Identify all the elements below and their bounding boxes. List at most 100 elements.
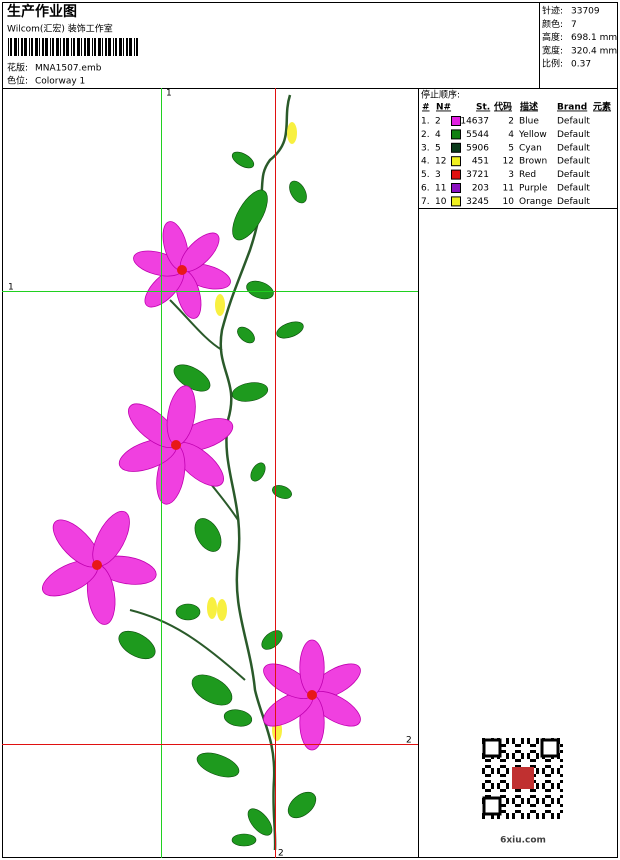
qr-module — [557, 798, 560, 801]
bud — [287, 122, 297, 144]
qr-logo — [512, 767, 534, 789]
qr-module — [503, 795, 506, 798]
leaf — [231, 151, 255, 169]
qr-module — [527, 798, 530, 801]
qr-module — [533, 804, 536, 807]
qr-module — [545, 810, 548, 813]
row-brand: Default — [557, 197, 590, 207]
qr-module — [557, 816, 560, 819]
qr-module — [542, 798, 545, 801]
barcode-bar — [45, 38, 48, 56]
qr-module — [503, 774, 506, 777]
stat-value: 7 — [571, 20, 577, 30]
qr-module — [491, 783, 494, 786]
qr-module — [506, 756, 509, 759]
stat-label: 针迹: — [542, 5, 563, 17]
row-index: 1. — [421, 117, 430, 127]
leaf — [231, 382, 269, 402]
qr-module — [515, 750, 518, 753]
row-code: 2 — [508, 117, 514, 127]
row-brand: Default — [557, 157, 590, 167]
color-swatch — [451, 183, 461, 193]
qr-module — [527, 813, 530, 816]
barcode-bar — [108, 38, 111, 56]
qr-module — [515, 744, 518, 747]
qr-module — [530, 765, 533, 768]
qr-module — [521, 738, 524, 741]
row-description: Brown — [519, 157, 547, 167]
row-needle: 10 — [435, 197, 447, 207]
guide-label: 2 — [406, 736, 412, 746]
qr-module — [503, 750, 506, 753]
column-header: 描述 — [520, 101, 538, 113]
row-needle: 12 — [435, 157, 446, 167]
barcode-bar — [14, 38, 17, 56]
leaf — [191, 674, 233, 706]
leaf — [287, 791, 317, 819]
qr-module — [527, 741, 530, 744]
qr-module — [560, 780, 563, 783]
qr-module — [560, 789, 563, 792]
qr-module — [545, 795, 548, 798]
qr-module — [482, 768, 485, 771]
row-index: 4. — [421, 157, 430, 167]
qr-module — [533, 765, 536, 768]
row-description: Purple — [519, 184, 548, 194]
qr-module — [485, 774, 488, 777]
barcode-bar — [102, 38, 103, 56]
qr-module — [560, 810, 563, 813]
row-description: Blue — [519, 117, 539, 127]
qr-module — [542, 783, 545, 786]
qr-module — [497, 783, 500, 786]
row-brand: Default — [557, 170, 590, 180]
qr-module — [506, 813, 509, 816]
qr-module — [527, 738, 530, 741]
qr-module — [548, 789, 551, 792]
qr-module — [512, 741, 515, 744]
qr-module — [503, 810, 506, 813]
qr-module — [500, 774, 503, 777]
row-description: Yellow — [518, 130, 547, 140]
qr-module — [521, 801, 524, 804]
qr-module — [551, 813, 554, 816]
qr-module — [506, 768, 509, 771]
qr-module — [512, 756, 515, 759]
qr-module — [560, 759, 563, 762]
qr-module — [557, 801, 560, 804]
qr-module — [560, 744, 563, 747]
qr-module — [506, 753, 509, 756]
qr-module — [485, 759, 488, 762]
qr-module — [545, 774, 548, 777]
qr-module — [500, 780, 503, 783]
qr-module — [551, 816, 554, 819]
color-swatch — [451, 116, 461, 126]
qr-module — [491, 771, 494, 774]
qr-module — [530, 804, 533, 807]
stat-value: 0.37 — [571, 60, 591, 70]
row-code: 11 — [503, 184, 514, 194]
barcode-bar — [123, 38, 124, 56]
qr-module — [506, 798, 509, 801]
barcode-bar — [10, 38, 12, 56]
bud — [207, 597, 217, 619]
qr-module — [482, 786, 485, 789]
color-swatch — [451, 169, 461, 180]
qr-module — [506, 783, 509, 786]
bud — [215, 294, 225, 316]
qr-module — [542, 771, 545, 774]
barcode-bar — [31, 38, 33, 56]
qr-module — [521, 816, 524, 819]
qr-module — [551, 768, 554, 771]
qr-module — [485, 780, 488, 783]
column-header: Brand — [557, 103, 587, 113]
barcode-bar — [71, 38, 72, 56]
field-value: MNA1507.emb — [35, 64, 102, 74]
barcode-bar — [94, 38, 96, 56]
barcode-bar — [119, 38, 122, 56]
row-code: 12 — [503, 157, 514, 167]
qr-module — [527, 753, 530, 756]
qr-module — [542, 786, 545, 789]
row-index: 6. — [421, 184, 430, 194]
barcode-bar — [50, 38, 51, 56]
qr-module — [506, 786, 509, 789]
